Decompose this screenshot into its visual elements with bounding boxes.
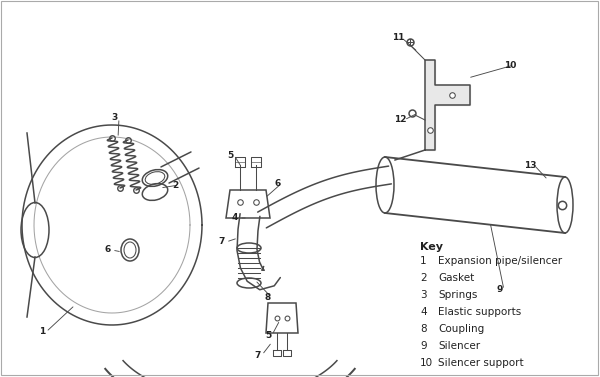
Text: 9: 9 bbox=[497, 285, 503, 294]
Text: 10: 10 bbox=[504, 60, 516, 69]
Text: 5: 5 bbox=[265, 331, 271, 340]
Text: Silencer: Silencer bbox=[438, 341, 480, 351]
Text: 8: 8 bbox=[420, 324, 427, 334]
Text: 9: 9 bbox=[420, 341, 427, 351]
Text: 7: 7 bbox=[219, 238, 225, 247]
Text: Expansion pipe/silencer: Expansion pipe/silencer bbox=[438, 256, 562, 266]
Text: Key: Key bbox=[420, 242, 443, 252]
Text: 12: 12 bbox=[394, 115, 406, 124]
Text: 6: 6 bbox=[275, 178, 281, 187]
Polygon shape bbox=[425, 60, 470, 150]
Text: Coupling: Coupling bbox=[438, 324, 484, 334]
Text: 5: 5 bbox=[227, 150, 233, 159]
Text: 2: 2 bbox=[420, 273, 427, 283]
Text: 3: 3 bbox=[112, 113, 118, 123]
Text: 1: 1 bbox=[420, 256, 427, 266]
Text: Silencer support: Silencer support bbox=[438, 358, 524, 368]
Text: 7: 7 bbox=[255, 351, 261, 360]
Text: 10: 10 bbox=[420, 358, 433, 368]
Text: 3: 3 bbox=[420, 290, 427, 300]
Text: 11: 11 bbox=[392, 34, 404, 43]
Text: 2: 2 bbox=[172, 181, 178, 190]
Text: 8: 8 bbox=[265, 294, 271, 302]
Text: Gasket: Gasket bbox=[438, 273, 474, 283]
Text: 4: 4 bbox=[232, 213, 238, 222]
Text: Springs: Springs bbox=[438, 290, 478, 300]
Text: 1: 1 bbox=[39, 328, 45, 337]
Text: 6: 6 bbox=[105, 245, 111, 254]
Text: 13: 13 bbox=[524, 161, 536, 170]
Text: 4: 4 bbox=[420, 307, 427, 317]
Text: Elastic supports: Elastic supports bbox=[438, 307, 521, 317]
